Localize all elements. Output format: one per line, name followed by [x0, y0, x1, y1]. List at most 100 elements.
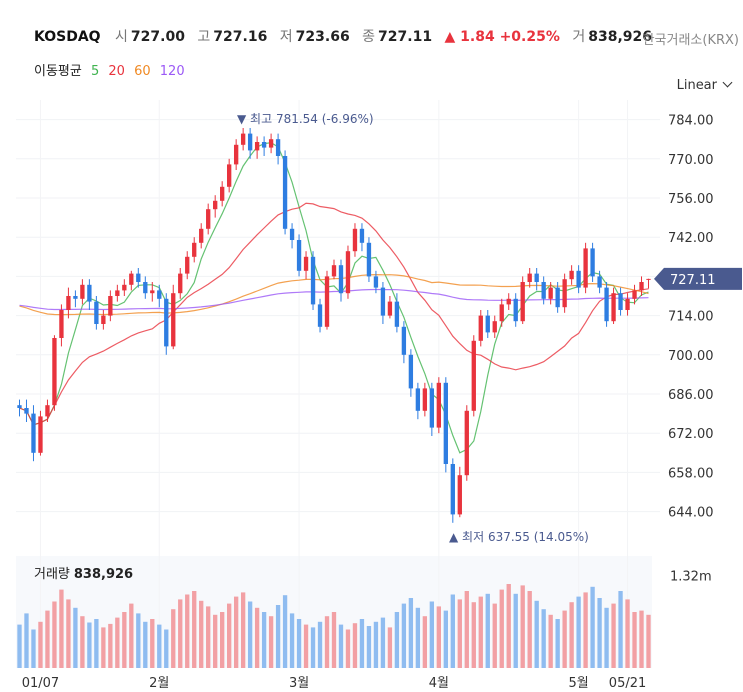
volume-bar	[150, 619, 155, 668]
volume-bar	[101, 627, 106, 668]
candle-body	[646, 278, 651, 280]
volume-bar	[157, 624, 162, 668]
volume-bar	[478, 596, 483, 668]
volume-bar	[548, 614, 553, 668]
candle-body	[150, 290, 155, 294]
price-tick-label: 756.00	[668, 192, 714, 207]
volume-bar	[303, 624, 309, 668]
ma-120-label[interactable]: 120	[159, 64, 185, 79]
volume-bar	[52, 601, 57, 668]
candle-body	[429, 388, 435, 428]
volume-bar	[583, 592, 588, 668]
candle-body	[115, 290, 120, 296]
candle-body	[66, 296, 71, 310]
volume-bar	[282, 595, 288, 668]
candle-body	[136, 273, 141, 282]
volume-bar	[401, 603, 407, 668]
candle-body	[415, 388, 421, 411]
candle-body	[199, 228, 204, 243]
volume-bar	[164, 629, 169, 668]
volume-bar	[261, 612, 267, 668]
candle-body	[108, 296, 113, 316]
candle-body	[548, 287, 553, 299]
volume-bar	[324, 616, 330, 668]
volume-bar	[38, 621, 43, 668]
volume-bar	[618, 591, 623, 668]
ma-5-label[interactable]: 5	[90, 64, 100, 79]
candle-body	[443, 382, 448, 464]
volume-bar	[387, 627, 393, 668]
volume-bar	[254, 607, 260, 668]
candle-body	[345, 251, 351, 294]
candle-body	[233, 144, 239, 165]
volume-bar	[233, 596, 239, 668]
scale-dropdown[interactable]: Linear	[677, 77, 733, 93]
candle-body	[275, 139, 281, 156]
volume-bar	[45, 610, 50, 668]
time-tick-label: 05/21	[609, 676, 646, 691]
volume-bar	[192, 591, 197, 668]
ma-legend-label: 이동평균	[34, 64, 82, 79]
candle-body	[492, 321, 497, 333]
candle-body	[129, 273, 134, 285]
time-tick-label: 5월	[568, 676, 588, 691]
candle-body	[569, 270, 574, 280]
candle-body	[220, 186, 225, 201]
candle-body	[289, 228, 295, 240]
candle-body	[408, 354, 414, 389]
candle-body	[303, 256, 309, 271]
candle-body	[450, 464, 455, 515]
volume-key: 거	[572, 29, 586, 45]
volume-bar	[485, 593, 490, 668]
volume-bar	[31, 629, 36, 668]
symbol-label: KOSDAQ	[34, 29, 101, 45]
ma-20-label[interactable]: 20	[108, 64, 125, 79]
volume-tick-label: 1.32m	[670, 570, 712, 585]
candle-body	[338, 265, 344, 294]
candle-body	[240, 133, 246, 145]
volume-bar	[450, 594, 455, 668]
candle-body	[213, 200, 218, 210]
price-tick-label: 644.00	[668, 506, 714, 521]
price-tick-label: 770.00	[668, 153, 714, 168]
candle-body	[192, 242, 197, 257]
ma-60-label[interactable]: 60	[134, 64, 151, 79]
volume-bar	[317, 621, 323, 668]
candle-body	[87, 284, 92, 302]
volume-bar	[471, 602, 476, 668]
low-annotation: ▲ 최저 637.55 (14.05%)	[449, 530, 589, 544]
volume-bar	[338, 624, 344, 668]
last-price-label: 727.11	[670, 273, 716, 288]
candle-body	[520, 282, 525, 322]
ma-60-line	[19, 273, 649, 316]
volume-bar	[199, 600, 204, 668]
volume-bar	[178, 599, 183, 668]
price-tick-label: 714.00	[668, 310, 714, 325]
volume-bar	[520, 585, 525, 668]
candle-body	[541, 282, 546, 299]
candle-body	[226, 164, 232, 187]
candle-body	[24, 408, 29, 414]
volume-bar	[527, 591, 532, 668]
time-tick-label: 01/07	[22, 676, 59, 691]
candle-body	[506, 298, 511, 305]
candle-body	[52, 338, 57, 406]
candle-body	[513, 298, 518, 322]
high-annotation: ▼ 최고 781.54 (-6.96%)	[237, 112, 374, 126]
candle-body	[185, 256, 190, 274]
volume-bar	[457, 599, 462, 668]
volume-bar	[576, 596, 581, 668]
candle-body	[618, 293, 623, 310]
volume-value: 838,926	[588, 29, 652, 45]
candle-body	[534, 273, 539, 282]
volume-bar	[247, 601, 253, 668]
candle-body	[296, 240, 302, 271]
candle-body	[373, 276, 379, 288]
volume-legend-label: 거래량	[34, 567, 70, 582]
volume-bar	[604, 607, 609, 668]
candle-body	[80, 284, 85, 299]
price-tick-label: 700.00	[668, 349, 714, 364]
volume-bar	[492, 603, 497, 668]
